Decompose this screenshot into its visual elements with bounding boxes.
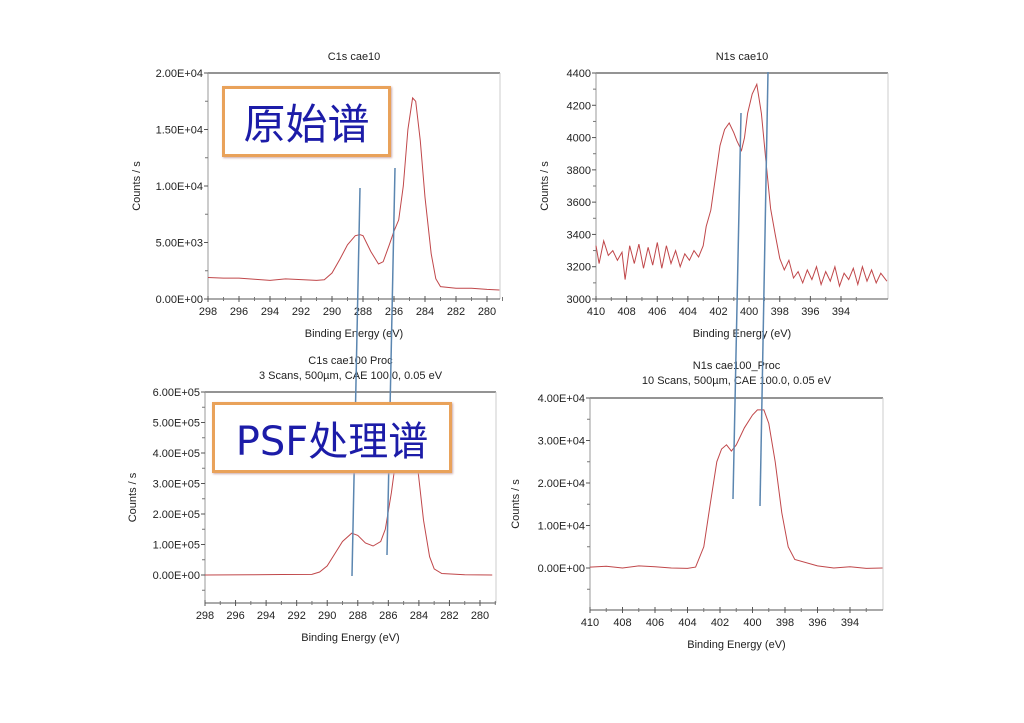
y-tick-label: 0.00E+00 [538,563,585,575]
raw-spectrum-label-box: 原始谱 [222,86,391,157]
y-tick-label: 0.00E+00 [153,570,200,582]
y-tick-label: 4.00E+04 [538,393,585,405]
x-tick-label: 396 [801,306,819,318]
chart-panel-3: C1s cae100 Proc 3 Scans, 500µm, CAE 100.0… [127,355,497,644]
chart-title: N1s cae100_Proc [693,360,781,372]
chart-title: N1s cae10 [716,51,769,63]
peak-reference-line-2 [386,167,396,556]
x-tick-label: 408 [613,617,631,629]
x-tick-label: 280 [471,610,489,622]
y-tick-label: 1.00E+04 [156,181,203,193]
x-tick-label: 406 [648,306,666,318]
x-tick-label: 286 [385,306,403,318]
y-tick-label: 3.00E+05 [153,479,200,491]
x-tick-label: 294 [257,610,275,622]
chart-panel-4: N1s cae100_Proc 10 Scans, 500µm, CAE 100.… [510,360,884,651]
x-tick-label: 402 [711,617,729,629]
chart-subtitle: 10 Scans, 500µm, CAE 100.0, 0.05 eV [642,375,832,387]
x-tick-label: 400 [743,617,761,629]
y-axis-label: Counts / s [131,161,143,211]
y-tick-label: 1.50E+04 [156,125,203,137]
x-tick-label: 410 [587,306,605,318]
y-tick-label: 4.00E+05 [153,448,200,460]
x-axis-label: Binding Energy (eV) [687,639,785,651]
x-tick-label: 280 [478,306,496,318]
raw-spectrum-label: 原始谱 [243,100,370,149]
x-tick-label: 292 [287,610,305,622]
y-axis-label: Counts / s [539,161,551,211]
spectrum-curve [589,409,883,569]
x-axis-label: Binding Energy (eV) [693,328,791,340]
x-tick-label: 396 [808,617,826,629]
y-tick-label: 3.00E+04 [538,436,585,448]
x-tick-label: 406 [646,617,664,629]
y-tick-label: 3600 [567,197,591,209]
x-tick-label: 408 [617,306,635,318]
x-axis-label: Binding Energy (eV) [305,328,403,340]
y-tick-label: 5.00E+03 [156,238,203,250]
y-tick-label: 2.00E+05 [153,509,200,521]
y-tick-label: 6.00E+05 [153,387,200,399]
x-tick-label: 288 [349,610,367,622]
x-tick-label: 402 [709,306,727,318]
spectrum-curve [595,82,888,288]
spectrum-curve [207,96,500,291]
y-tick-label: 4200 [567,100,591,112]
y-axis-label: Counts / s [127,472,139,522]
chart-panel-1: C1s cae10 298 296 294 292 290 288 286 284 282 280 B… [131,51,503,340]
chart-title: C1s cae100 Proc [308,355,393,367]
y-tick-label: 4000 [567,133,591,145]
y-tick-label: 4400 [567,68,591,80]
x-tick-label: 294 [261,306,279,318]
chart-title: C1s cae10 [328,51,381,63]
x-tick-label: 400 [740,306,758,318]
x-tick-label: 284 [416,306,434,318]
chart-subtitle: 3 Scans, 500µm, CAE 100.0, 0.05 eV [259,370,443,382]
x-tick-label: 298 [196,610,214,622]
x-tick-label: 290 [323,306,341,318]
x-tick-label: 404 [678,617,696,629]
x-tick-label: 410 [581,617,599,629]
x-tick-label: 394 [841,617,859,629]
y-tick-label: 3400 [567,229,591,241]
y-tick-label: 3200 [567,262,591,274]
x-tick-label: 286 [379,610,397,622]
x-tick-label: 296 [230,306,248,318]
y-tick-label: 3000 [567,294,591,306]
y-tick-label: 2.00E+04 [156,68,203,80]
peak-reference-line-4 [759,71,769,507]
psf-spectrum-label: PSF处理谱 [235,418,429,465]
x-tick-label: 288 [354,306,372,318]
x-tick-label: 296 [226,610,244,622]
x-tick-label: 282 [447,306,465,318]
x-tick-label: 398 [776,617,794,629]
y-tick-label: 2.00E+04 [538,478,585,490]
peak-reference-line-3 [732,112,742,500]
peak-reference-line-1 [351,187,361,577]
x-tick-label: 404 [679,306,697,318]
y-tick-label: 5.00E+05 [153,418,200,430]
y-tick-label: 0.00E+00 [156,294,203,306]
x-axis-label: Binding Energy (eV) [301,632,399,644]
x-tick-label: 398 [771,306,789,318]
y-tick-label: 3800 [567,165,591,177]
y-axis-label: Counts / s [510,479,522,529]
y-tick-label: 1.00E+05 [153,540,200,552]
spectrum-curve [204,404,493,576]
x-tick-label: 394 [832,306,850,318]
x-tick-label: 292 [292,306,310,318]
x-tick-label: 290 [318,610,336,622]
x-tick-label: 298 [199,306,217,318]
psf-spectrum-label-box: PSF处理谱 [212,402,452,473]
y-tick-label: 1.00E+04 [538,521,585,533]
x-tick-label: 284 [410,610,428,622]
chart-panel-2: N1s cae10 410 408 406 404 402 400 398 396 394 Bind… [539,51,889,340]
x-tick-label: 282 [440,610,458,622]
